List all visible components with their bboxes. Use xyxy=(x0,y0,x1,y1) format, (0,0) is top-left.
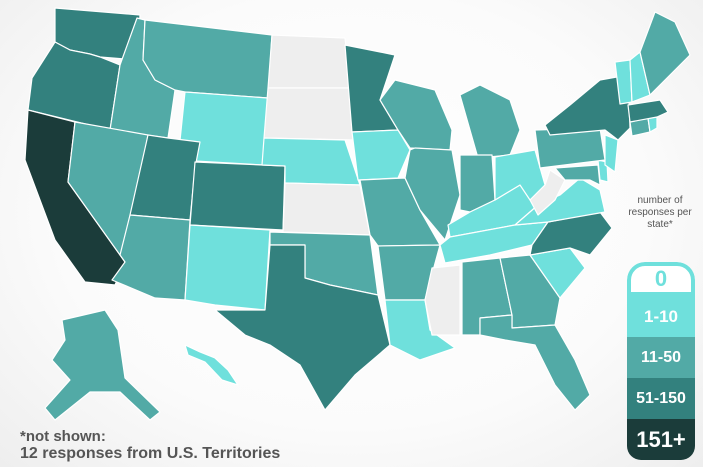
legend: 0 1-10 11-50 51-150 151+ xyxy=(627,262,695,460)
state-ma xyxy=(627,99,669,123)
state-nj xyxy=(604,134,619,173)
legend-bin-51-150: 51-150 xyxy=(627,378,695,419)
state-tx xyxy=(214,244,391,411)
state-fl xyxy=(479,314,591,411)
state-ia xyxy=(351,129,411,181)
state-md xyxy=(554,164,601,186)
state-ak xyxy=(44,309,161,421)
state-pa xyxy=(534,127,606,169)
state-ks xyxy=(282,182,371,236)
legend-title: number of responses per state* xyxy=(628,195,692,230)
state-nd xyxy=(267,34,351,89)
state-hi xyxy=(184,344,239,386)
legend-bin-151-plus: 151+ xyxy=(627,419,695,460)
footnote-line-1: *not shown: xyxy=(20,428,106,445)
footnote: *not shown: 12 responses from U.S. Terri… xyxy=(20,429,280,463)
state-me xyxy=(639,11,691,96)
state-il xyxy=(404,147,461,241)
state-mi xyxy=(459,84,521,159)
state-ms xyxy=(424,264,461,336)
state-ny xyxy=(544,74,631,141)
legend-bin-1-10: 1-10 xyxy=(627,296,695,337)
state-ri xyxy=(647,116,658,133)
state-co xyxy=(189,161,286,231)
state-sd xyxy=(263,87,355,141)
footnote-line-2: 12 responses from U.S. Territories xyxy=(20,445,281,462)
state-nm xyxy=(184,224,271,311)
legend-bin-0: 0 xyxy=(627,262,695,296)
legend-bin-11-50: 11-50 xyxy=(627,337,695,378)
